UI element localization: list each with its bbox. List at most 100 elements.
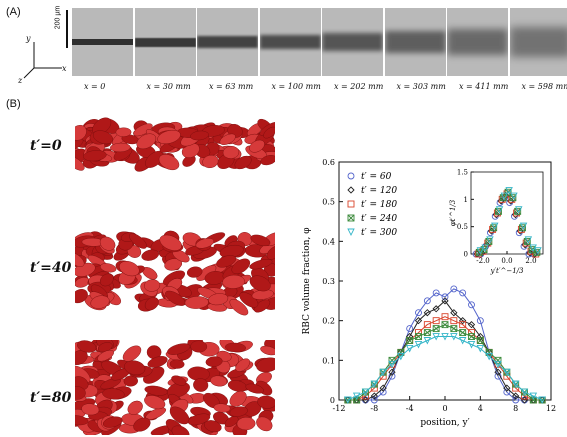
data-point xyxy=(423,329,431,337)
inset-point xyxy=(534,247,542,255)
position-label: x = 303 mm xyxy=(396,82,446,91)
volume-fraction-plot: -12 -8 -4 0 4 8 12 0 0.1 0.2 0.3 0.4 0.5 0.6 position,… xyxy=(295,150,567,437)
data-point xyxy=(441,321,449,329)
y-tick-label: 0.6 xyxy=(322,158,335,167)
red-blood-cell xyxy=(213,403,231,413)
red-blood-cell xyxy=(193,378,209,392)
legend-label: t′ = 60 xyxy=(361,172,392,182)
y-axis-label: RBC volume fraction, φ xyxy=(302,228,312,335)
legend-label: t′ = 120 xyxy=(361,186,397,196)
red-blood-cell xyxy=(147,356,168,368)
data-point xyxy=(414,317,423,325)
red-blood-cell xyxy=(102,388,125,400)
legend-label: t′ = 300 xyxy=(361,228,397,238)
rbc-snapshots: t′=0 t′=40 t′=80 xyxy=(0,100,300,437)
red-blood-cell xyxy=(133,123,153,137)
micrograph-tile xyxy=(134,8,196,76)
red-blood-cell xyxy=(167,343,191,355)
red-blood-cell xyxy=(158,154,180,171)
data-point xyxy=(379,384,387,392)
inset-point xyxy=(500,192,509,201)
position-label: x = 100 mm xyxy=(271,82,321,91)
x-tick-label: -8 xyxy=(370,404,378,413)
series-2 xyxy=(344,313,546,404)
position-label: x = 598 mm xyxy=(521,82,567,91)
series-fit-line xyxy=(347,300,543,401)
red-blood-cell xyxy=(75,386,86,400)
cell-band xyxy=(259,35,321,49)
data-point xyxy=(459,329,467,337)
red-blood-cell xyxy=(100,377,121,390)
data-point xyxy=(494,368,502,376)
data-point xyxy=(423,337,432,345)
data-point xyxy=(512,384,520,392)
data-point xyxy=(397,352,405,361)
legend-marker xyxy=(347,186,355,194)
cell-band xyxy=(197,36,258,48)
data-point xyxy=(441,293,449,301)
red-blood-cell xyxy=(235,358,251,372)
data-point xyxy=(370,392,378,400)
data-point xyxy=(459,321,467,329)
inset-point xyxy=(519,222,528,231)
red-blood-cell xyxy=(83,150,107,162)
inset-plot: -2.0 0.0 2.0 0 0.5 1 1.5 y′t′^−1/3 φt′^1/3 xyxy=(449,169,544,275)
legend-marker xyxy=(347,228,355,237)
red-blood-cell xyxy=(205,356,223,367)
red-blood-cell xyxy=(204,420,222,433)
red-blood-cell xyxy=(144,385,168,396)
data-point xyxy=(468,301,475,309)
data-point xyxy=(441,297,449,305)
data-point xyxy=(511,380,520,389)
red-blood-cell xyxy=(81,403,100,416)
red-blood-cell xyxy=(100,263,117,273)
red-blood-cell xyxy=(260,345,275,356)
red-blood-cell xyxy=(99,236,116,251)
red-blood-cell xyxy=(225,342,246,353)
data-point xyxy=(406,332,414,341)
red-blood-cell xyxy=(92,130,114,145)
coordinate-axes-icon xyxy=(23,42,62,79)
inset-y-label: φt′^1/3 xyxy=(449,199,457,226)
data-point xyxy=(538,396,546,405)
red-blood-cell xyxy=(97,349,114,362)
inset-point xyxy=(495,206,504,214)
data-point xyxy=(441,313,449,321)
red-blood-cell xyxy=(75,415,89,426)
data-point xyxy=(476,344,485,353)
red-blood-cell xyxy=(253,299,271,313)
red-blood-cell xyxy=(208,293,229,306)
inset-x-label: y′t′^−1/3 xyxy=(490,267,524,275)
inset-y-tick-label: 1 xyxy=(464,196,468,204)
data-point xyxy=(521,392,528,400)
inset-y-tick-label: 1.5 xyxy=(457,169,468,177)
data-point xyxy=(432,317,440,325)
data-point xyxy=(370,380,379,389)
micrograph-tile xyxy=(197,8,258,76)
position-label: x = 30 mm xyxy=(146,82,191,91)
data-point xyxy=(476,337,484,344)
x-tick-label: -4 xyxy=(406,404,414,413)
data-point xyxy=(370,396,378,404)
data-point xyxy=(468,333,475,340)
inset-x-tick-label: -2.0 xyxy=(476,257,490,265)
data-point xyxy=(529,392,538,401)
inset-point xyxy=(476,247,485,255)
inset-x-tick-label: 2.0 xyxy=(525,257,536,265)
red-blood-cell xyxy=(250,234,271,247)
red-blood-cell xyxy=(186,266,203,278)
red-blood-cell xyxy=(249,139,265,153)
red-blood-cell xyxy=(123,375,138,387)
legend-marker xyxy=(347,214,355,222)
data-point xyxy=(388,368,396,376)
data-point xyxy=(361,388,370,397)
red-blood-cell xyxy=(190,340,208,353)
red-blood-cell xyxy=(171,375,187,386)
micrograph-tile xyxy=(72,8,133,76)
snapshot-label-1: t′=40 xyxy=(30,260,72,276)
red-blood-cell xyxy=(249,259,273,270)
inset-point xyxy=(524,236,533,244)
data-point xyxy=(379,388,387,396)
red-blood-cell xyxy=(102,416,123,428)
